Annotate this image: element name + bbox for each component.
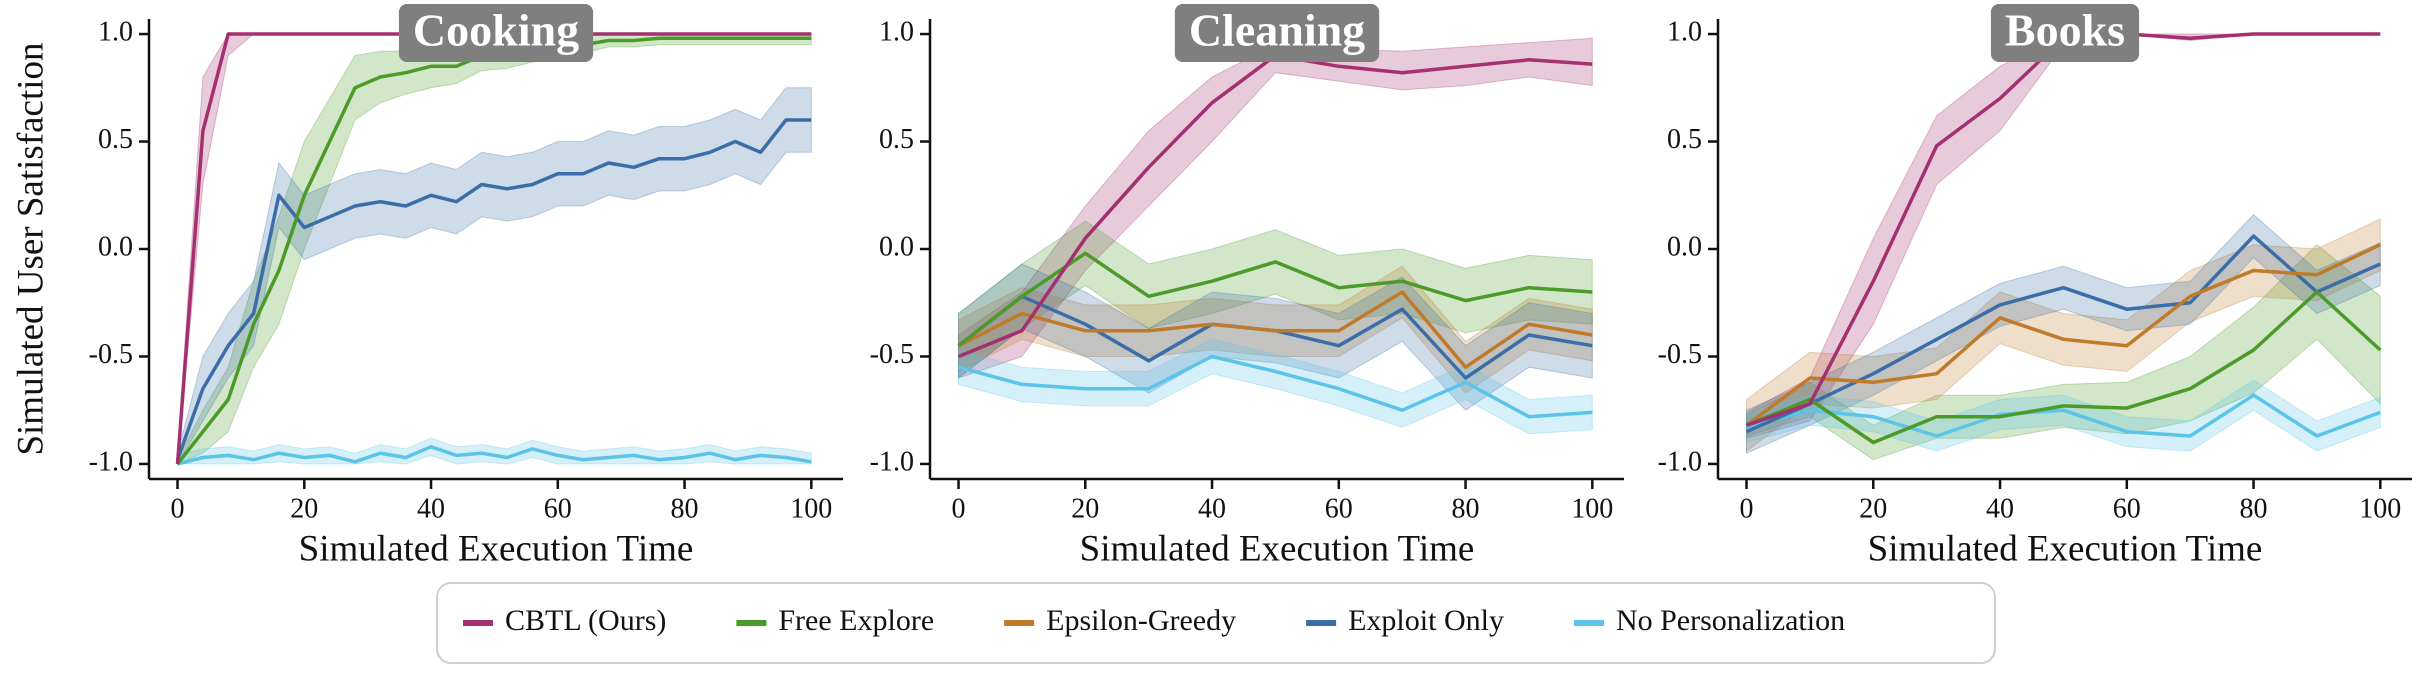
x-tick-label: 100 bbox=[2359, 493, 2401, 524]
y-tick-label: -1.0 bbox=[1658, 446, 1702, 477]
x-tick-label: 40 bbox=[1198, 493, 1226, 524]
x-axis-label: Simulated Execution Time bbox=[1080, 528, 1475, 569]
x-tick-label: 40 bbox=[417, 493, 445, 524]
x-tick-label: 80 bbox=[671, 493, 699, 524]
x-tick-label: 60 bbox=[544, 493, 572, 524]
legend-label: Epsilon-Greedy bbox=[1046, 604, 1236, 637]
legend-label: Exploit Only bbox=[1348, 604, 1504, 637]
subplot: -1.0 -0.5 0.0 0.5 1.0 0 20 40 60 80 100 Simulated E… bbox=[1658, 4, 2412, 569]
title-box bbox=[1990, 4, 2140, 62]
y-tick-label: -0.5 bbox=[1658, 339, 1702, 370]
error-band bbox=[1746, 244, 2381, 461]
x-axis-label: Simulated Execution Time bbox=[299, 528, 694, 569]
legend-label: CBTL (Ours) bbox=[505, 604, 666, 637]
series-line bbox=[1745, 234, 2382, 434]
legend-label: Free Explore bbox=[778, 604, 934, 637]
error-band bbox=[958, 263, 1593, 411]
legend-frame bbox=[436, 582, 1996, 664]
title-box bbox=[398, 4, 594, 62]
legend-label: No Personalization bbox=[1616, 604, 1845, 637]
error-band bbox=[1746, 218, 2381, 453]
chart-title: Cooking bbox=[413, 5, 579, 56]
y-tick-label: 0.5 bbox=[1667, 124, 1702, 155]
error-band bbox=[177, 33, 812, 465]
x-tick-label: 0 bbox=[1740, 493, 1754, 524]
x-tick-label: 20 bbox=[1071, 493, 1099, 524]
y-tick-label: 0.0 bbox=[98, 231, 133, 262]
y-axis-label: Simulated User Satisfaction bbox=[10, 42, 51, 455]
error-band bbox=[1746, 379, 2381, 452]
series-line bbox=[175, 118, 812, 461]
chart-title: Books bbox=[2005, 5, 2125, 56]
y-tick-label: 0.5 bbox=[98, 124, 133, 155]
series-line bbox=[177, 445, 812, 466]
x-tick-label: 100 bbox=[1571, 493, 1613, 524]
y-tick-label: 0.5 bbox=[879, 124, 914, 155]
title-box bbox=[1174, 4, 1380, 62]
x-tick-label: 60 bbox=[2113, 493, 2141, 524]
x-tick-label: 100 bbox=[790, 493, 832, 524]
y-tick-label: 1.0 bbox=[98, 16, 133, 47]
y-tick-label: 0.0 bbox=[879, 231, 914, 262]
x-tick-label: 0 bbox=[171, 493, 185, 524]
error-band bbox=[958, 220, 1593, 380]
y-tick-label: 1.0 bbox=[879, 16, 914, 47]
error-band bbox=[958, 37, 1593, 379]
series-line bbox=[957, 290, 1593, 369]
y-tick-label: 1.0 bbox=[1667, 16, 1702, 47]
series-line bbox=[1745, 290, 2382, 445]
error-band bbox=[958, 338, 1593, 435]
error-band bbox=[177, 437, 812, 465]
y-tick-label: -1.0 bbox=[89, 446, 133, 477]
error-band bbox=[177, 87, 812, 466]
y-tick-label: -0.5 bbox=[89, 339, 133, 370]
x-tick-label: 20 bbox=[1859, 493, 1887, 524]
subplot: -1.0 -0.5 0.0 0.5 1.0 0 20 40 60 80 100 Simulated E… bbox=[10, 4, 843, 569]
x-tick-label: 40 bbox=[1986, 493, 2014, 524]
series-line bbox=[958, 354, 1593, 419]
legend: CBTL (Ours) Free Explore Epsilon-Greedy Exp… bbox=[436, 582, 1996, 664]
x-tick-label: 20 bbox=[290, 493, 318, 524]
chart-title: Cleaning bbox=[1189, 5, 1365, 56]
subplot: -1.0 -0.5 0.0 0.5 1.0 0 20 40 60 80 100 Simulated E… bbox=[870, 4, 1624, 569]
x-tick-label: 80 bbox=[1452, 493, 1480, 524]
y-tick-label: -1.0 bbox=[870, 446, 914, 477]
error-band bbox=[1746, 213, 2381, 454]
x-axis-label: Simulated Execution Time bbox=[1868, 528, 2263, 569]
y-tick-label: -0.5 bbox=[870, 339, 914, 370]
y-tick-label: 0.0 bbox=[1667, 231, 1702, 262]
x-tick-label: 0 bbox=[952, 493, 966, 524]
x-tick-label: 60 bbox=[1325, 493, 1353, 524]
x-tick-label: 80 bbox=[2240, 493, 2268, 524]
series-line bbox=[1746, 393, 2381, 438]
series-line bbox=[1745, 243, 2382, 427]
